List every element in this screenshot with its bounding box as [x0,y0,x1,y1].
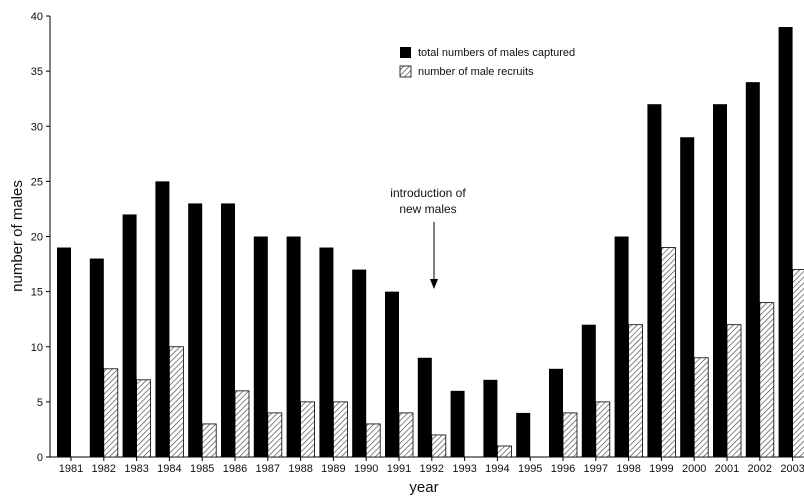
bar-recruits-1989 [332,401,348,458]
x-tick-label-1990: 1990 [354,463,378,475]
bar-captured-1990 [352,269,367,457]
x-tick-label-1996: 1996 [551,463,575,475]
annotation-line-2: new males [399,202,456,216]
bar-recruits-2000 [693,357,709,458]
x-tick-label-1987: 1987 [256,463,280,475]
y-axis-title: number of males [9,180,26,292]
tick-labels: 0 5 10 15 20 25 30 35 40 1981 1982 1983 1984 1985 1986… [31,11,804,475]
x-tick-label-2002: 2002 [748,463,772,475]
x-tick-label-1982: 1982 [92,463,116,475]
y-tick-label: 30 [31,121,43,133]
bar-captured-1995 [516,412,531,457]
bar-captured-1996 [549,368,563,457]
bar-recruits-1983 [136,379,152,458]
bar-captured-1981 [57,247,71,457]
bar-captured-1992 [417,357,432,457]
x-axis-title: year [409,479,438,495]
x-tick-label-1991: 1991 [387,463,411,475]
bars [57,27,804,458]
bar-captured-1997 [581,324,596,457]
x-tick-label-1985: 1985 [190,463,214,475]
bar-captured-1984 [155,181,170,457]
bar-recruits-1986 [234,390,250,458]
x-tick-label-1986: 1986 [223,463,247,475]
bar-captured-2000 [680,137,695,457]
x-tick-label-1997: 1997 [584,463,608,475]
x-tick-label-2003: 2003 [780,463,804,475]
bar-captured-1982 [89,258,104,457]
bar-captured-1986 [221,203,235,457]
bar-recruits-1992 [431,434,447,458]
y-tick-label: 10 [31,342,43,354]
annotation-line-1: introduction of [390,186,466,200]
x-tick-label-1992: 1992 [420,463,444,475]
bar-recruits-2001 [726,324,742,458]
annotation-arrowhead [430,279,438,289]
x-tick-label-1995: 1995 [518,463,542,475]
bar-captured-2001 [713,104,727,457]
bar-recruits-1998 [628,324,643,458]
x-tick-label-1988: 1988 [288,463,312,475]
bar-recruits-1996 [562,412,578,458]
y-tick-label: 0 [37,452,43,464]
x-tick-label-1989: 1989 [321,463,345,475]
bar-recruits-1994 [496,445,512,458]
bar-captured-1999 [647,104,662,457]
bar-recruits-1999 [661,247,676,458]
bar-captured-1991 [385,291,399,457]
bar-recruits-1988 [300,401,316,458]
bar-recruits-1991 [398,412,414,458]
legend-swatch-recruits [399,65,412,78]
legend-swatch-captured [400,47,411,58]
bar-captured-1985 [188,203,203,457]
x-tick-label-2001: 2001 [715,463,739,475]
y-tick-label: 25 [31,176,43,188]
legend: total numbers of males captured number o… [399,47,575,78]
bar-captured-1983 [122,214,137,457]
y-tick-label: 15 [31,287,43,299]
x-tick-label-1999: 1999 [649,463,673,475]
bar-captured-1987 [253,236,268,457]
bar-recruits-1985 [201,423,217,458]
legend-label-recruits: number of male recruits [418,66,534,78]
y-tick-label: 5 [37,397,43,409]
bar-recruits-1987 [267,412,283,458]
bar-recruits-1990 [365,423,381,458]
x-tick-label-1998: 1998 [616,463,640,475]
annotation-introduction: introduction of new males [390,186,466,289]
bar-captured-1988 [286,236,301,457]
x-tick-label-1994: 1994 [485,463,509,475]
bar-recruits-2002 [759,302,775,458]
bar-recruits-1997 [595,401,611,458]
bar-captured-1993 [450,390,465,457]
x-tick-label-1981: 1981 [59,463,83,475]
bar-captured-1998 [614,236,629,457]
bar-captured-1994 [483,379,498,457]
y-tick-label: 40 [31,11,43,23]
bar-recruits-2003 [792,269,804,458]
bar-recruits-1984 [168,346,184,458]
x-tick-label-1993: 1993 [452,463,476,475]
bar-captured-2003 [778,27,793,458]
bar-captured-1989 [319,247,334,457]
x-tick-label-1984: 1984 [157,463,181,475]
bar-recruits-1982 [103,368,119,458]
x-tick-label-1983: 1983 [124,463,148,475]
x-tick-label-2000: 2000 [682,463,706,475]
y-tick-label: 20 [31,232,43,244]
legend-label-captured: total numbers of males captured [418,47,575,59]
bar-captured-2002 [745,82,760,458]
y-tick-label: 35 [31,66,43,78]
